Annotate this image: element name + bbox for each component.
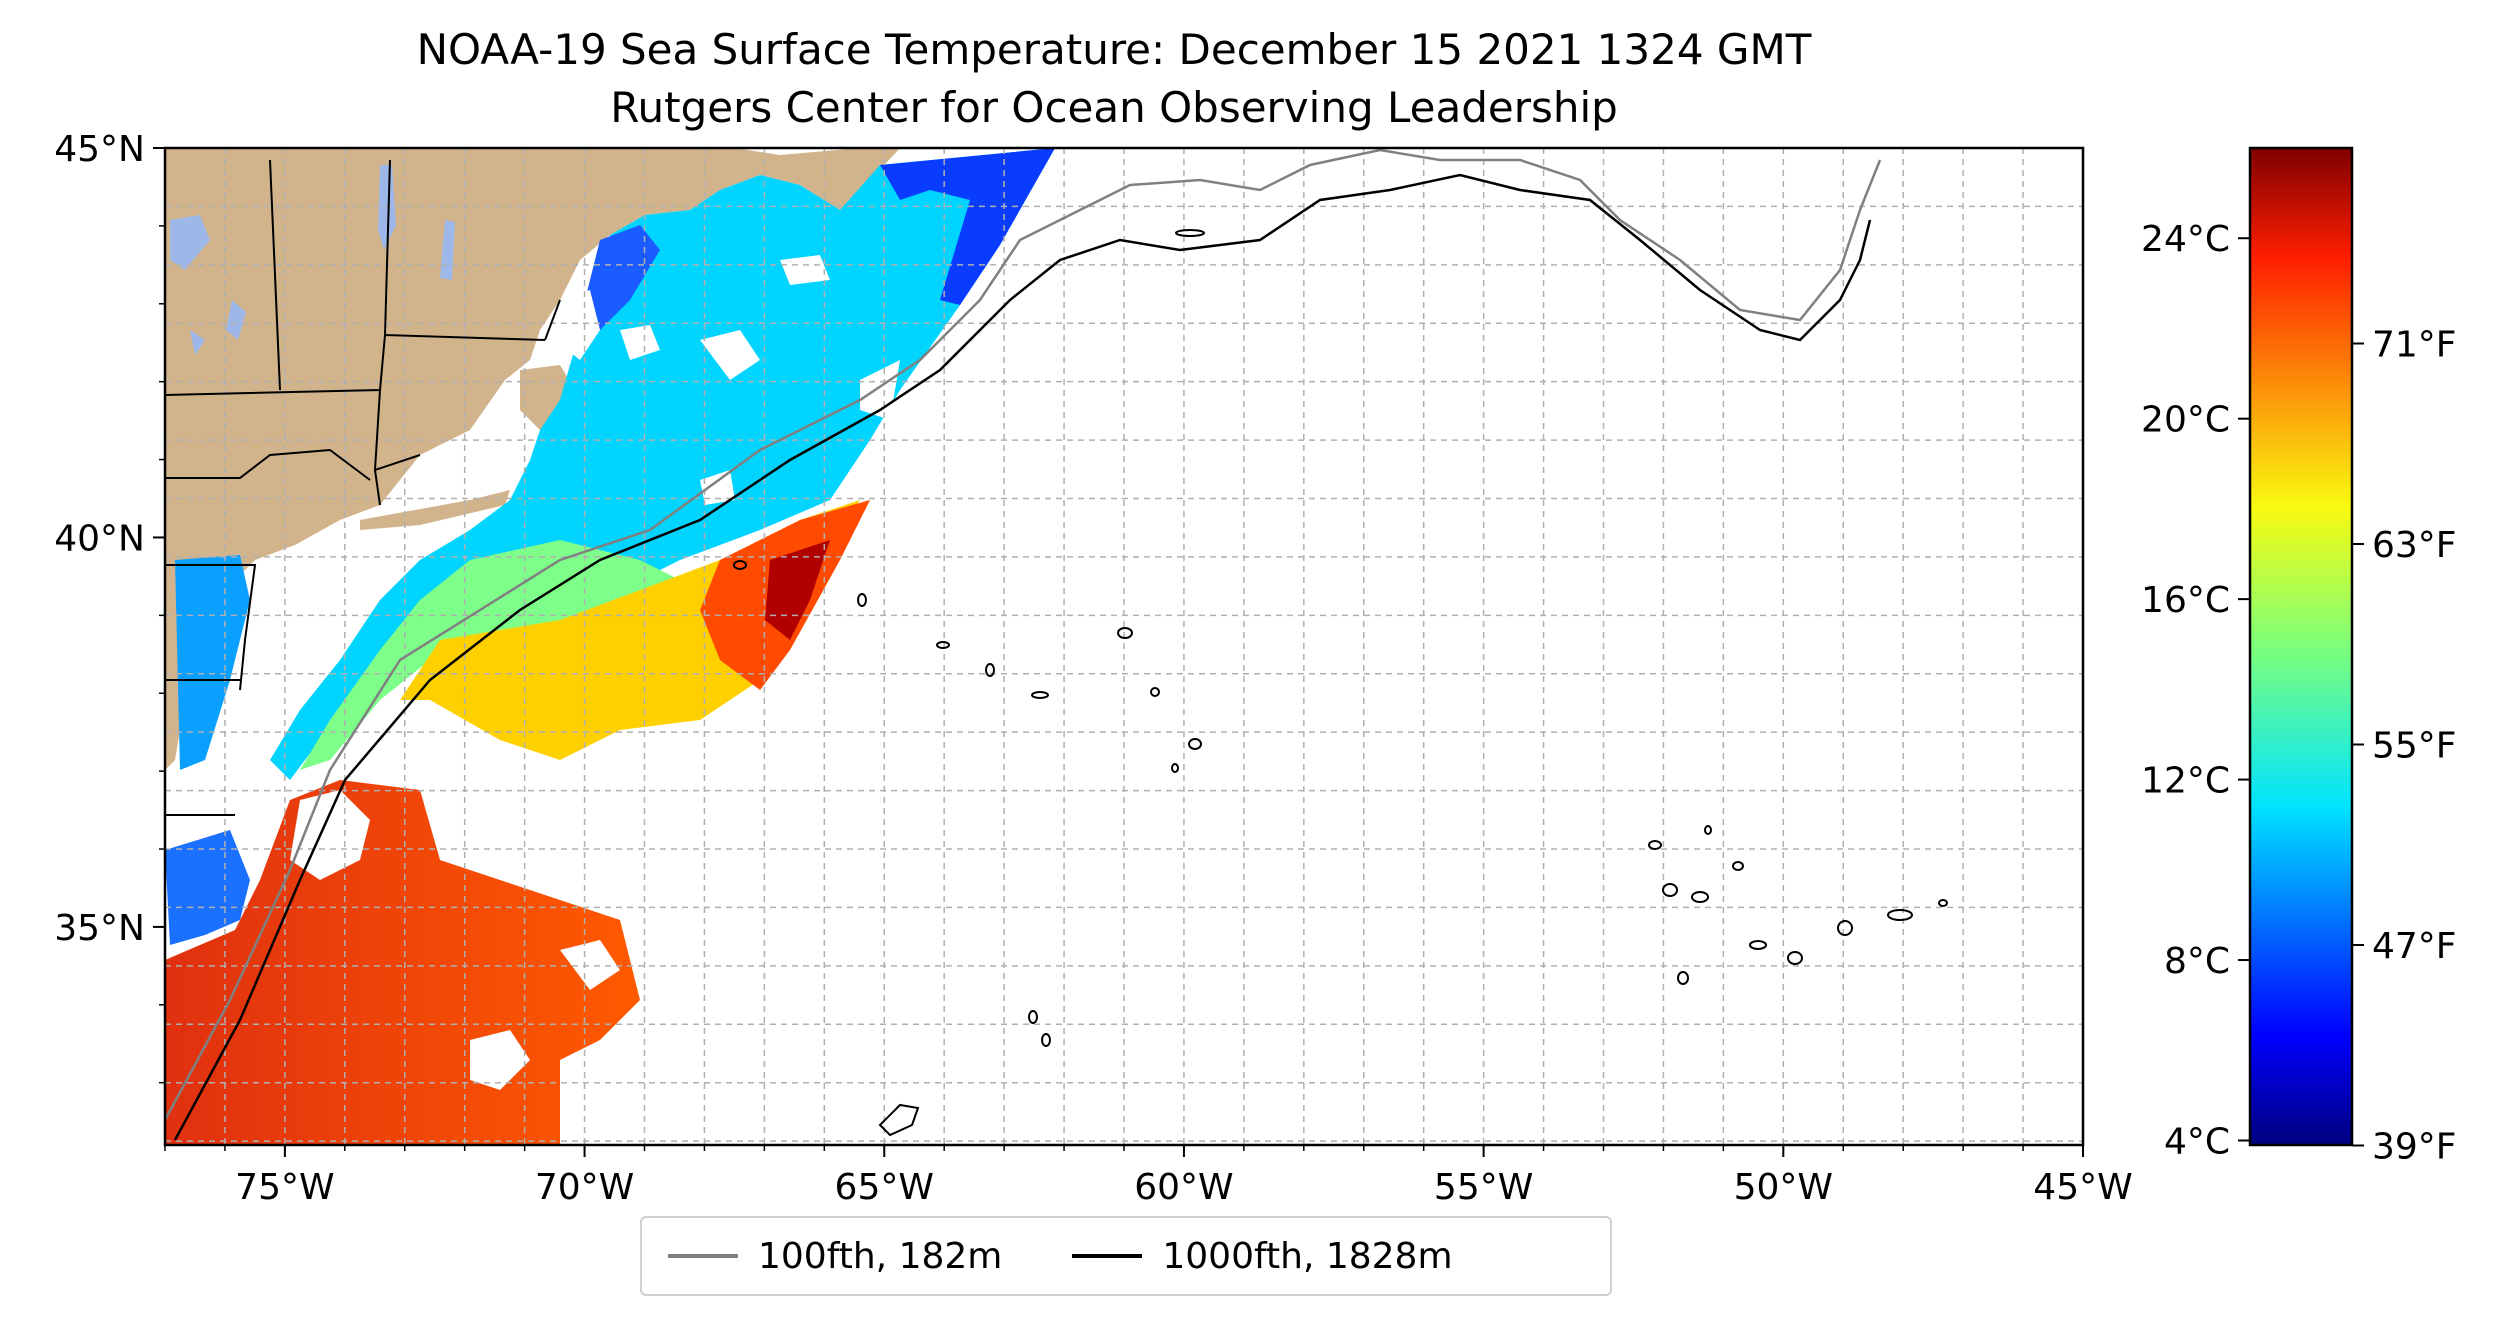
latitude-axis: 35°N 40°N 45°N <box>54 129 165 1084</box>
fahrenheit-tick-label: 47°F <box>2372 926 2457 967</box>
lat-tick-label: 40°N <box>54 518 145 559</box>
colorbar: 4°C 8°C 12°C 16°C 20°C 24°C 39°F 47°F 55°F 63°F 7… <box>2141 146 2457 1168</box>
cloud-gaps <box>555 255 900 505</box>
celsius-tick-label: 4°C <box>2164 1121 2230 1162</box>
lon-tick-label: 55°W <box>1434 1167 1533 1208</box>
celsius-tick-label: 12°C <box>2141 761 2230 802</box>
fahrenheit-tick-label: 39°F <box>2372 1127 2457 1168</box>
lat-tick-label: 35°N <box>54 908 145 949</box>
legend-label-1000fth: 1000fth, 1828m <box>1162 1235 1453 1277</box>
sst-swath-north <box>270 148 1055 780</box>
colorbar-gradient <box>2248 146 2354 1147</box>
celsius-tick-label: 16°C <box>2141 580 2230 621</box>
isobath-100fth <box>165 148 1882 1121</box>
fahrenheit-tick-label: 63°F <box>2372 525 2457 566</box>
legend-item-1000fth: 1000fth, 1828m <box>1072 1235 1453 1277</box>
legend: 100fth, 182m 1000fth, 1828m <box>640 1216 1612 1296</box>
gridlines <box>165 148 2083 1145</box>
colorbar-celsius-ticks: 4°C 8°C 12°C 16°C 20°C 24°C <box>2141 219 2250 1162</box>
lon-tick-label: 45°W <box>2033 1167 2132 1208</box>
sst-south-cloud-3 <box>560 940 620 990</box>
fahrenheit-tick-label: 71°F <box>2372 324 2457 365</box>
celsius-tick-label: 8°C <box>2164 941 2230 982</box>
sst-map <box>165 148 2083 1145</box>
sst-swath-coastal-blue <box>580 225 660 330</box>
sst-chesapeake <box>175 555 250 770</box>
sst-south-cloud-2 <box>470 1030 530 1090</box>
lon-tick-label: 60°W <box>1134 1167 1233 1208</box>
lat-tick-label: 45°N <box>54 129 145 170</box>
sst-coastal-blue-south <box>165 830 250 945</box>
fahrenheit-tick-label: 55°F <box>2372 725 2457 766</box>
sst-swath-green <box>300 540 680 770</box>
colorbar-fahrenheit-ticks: 39°F 47°F 55°F 63°F 71°F <box>2352 324 2457 1168</box>
title-line-2: Rutgers Center for Ocean Observing Leade… <box>610 83 1618 132</box>
seamounts <box>733 229 1948 1137</box>
legend-line-100fth <box>668 1254 738 1258</box>
lon-tick-label: 50°W <box>1734 1167 1833 1208</box>
state-boundaries <box>165 159 561 816</box>
celsius-tick-label: 24°C <box>2141 219 2230 260</box>
celsius-tick-label: 20°C <box>2141 400 2230 441</box>
lon-tick-label: 65°W <box>835 1167 934 1208</box>
sst-swath-deep-blue <box>880 148 1055 305</box>
title-line-1: NOAA-19 Sea Surface Temperature: Decembe… <box>417 25 1812 74</box>
legend-item-100fth: 100fth, 182m <box>668 1236 1002 1277</box>
lon-tick-label: 70°W <box>535 1167 634 1208</box>
long-island <box>360 490 510 530</box>
lon-tick-label: 75°W <box>235 1167 334 1208</box>
land-mass <box>165 148 900 770</box>
legend-line-1000fth <box>1072 1254 1143 1258</box>
legend-label-100fth: 100fth, 182m <box>758 1235 1003 1277</box>
longitude-axis: 75°W 70°W 65°W 60°W 55°W 50°W 45°W <box>164 1145 2133 1208</box>
isobath-1000fth <box>173 173 1872 1141</box>
